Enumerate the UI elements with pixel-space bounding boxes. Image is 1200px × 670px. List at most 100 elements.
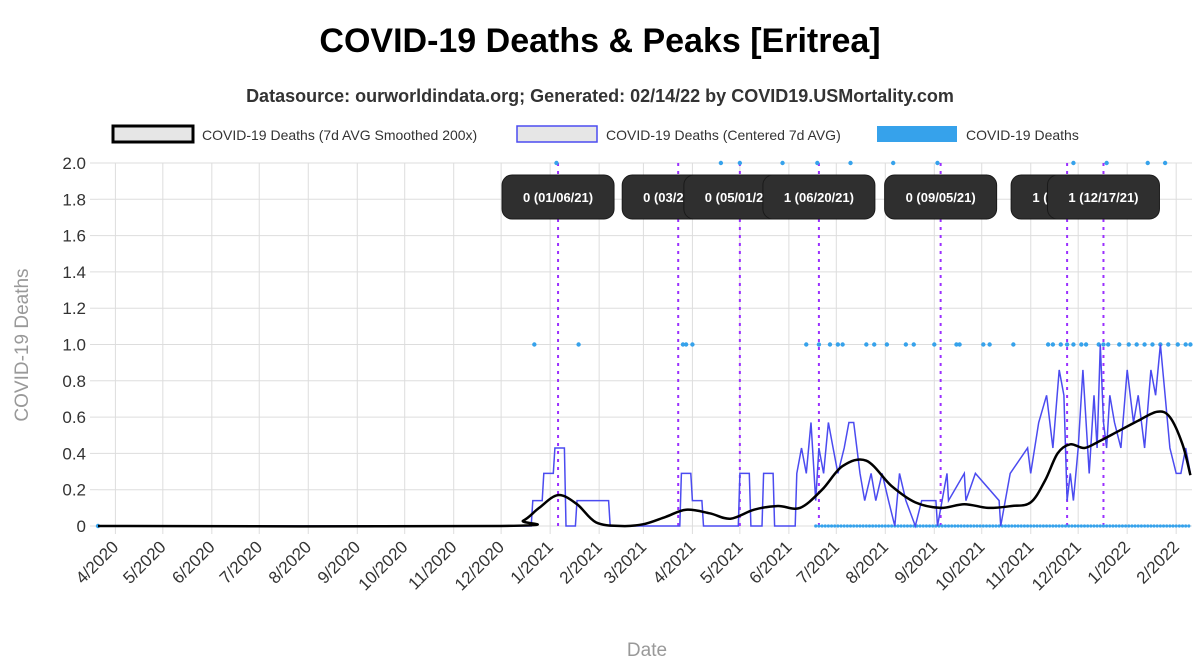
peak-label-text: 0 (09/05/21) — [906, 190, 976, 205]
peak-label-text: 1 (06/20/21) — [784, 190, 854, 205]
deaths-point — [1022, 524, 1027, 528]
deaths-point — [1025, 524, 1030, 528]
deaths-point — [1120, 524, 1125, 528]
legend: COVID-19 Deaths (7d AVG Smoothed 200x) CO… — [111, 124, 1079, 144]
deaths-point — [1124, 524, 1128, 528]
x-tick-label: 6/2021 — [745, 537, 795, 587]
deaths-point — [845, 524, 849, 528]
deaths-point — [1058, 342, 1063, 347]
x-tick-label: 12/2020 — [451, 537, 508, 594]
x-tick-label: 1/2021 — [507, 537, 557, 587]
deaths-point — [861, 524, 865, 528]
y-tick-label: 0.4 — [62, 444, 86, 463]
y-tick-label: 0.2 — [62, 481, 86, 500]
y-tick-label: 0.6 — [62, 408, 86, 427]
deaths-point — [1152, 524, 1156, 528]
deaths-point — [877, 524, 881, 528]
deaths-point — [972, 524, 976, 528]
peak-label-box — [762, 174, 876, 220]
y-tick-label: 1.2 — [62, 299, 86, 318]
deaths-point — [1011, 342, 1016, 347]
deaths-point — [1150, 342, 1155, 347]
deaths-point — [874, 524, 878, 528]
deaths-point — [1045, 342, 1051, 347]
deaths-point — [1111, 524, 1115, 528]
deaths-point — [959, 524, 963, 528]
y-tick-label: 0 — [77, 517, 86, 536]
deaths-point — [932, 342, 937, 347]
legend-label: COVID-19 Deaths (7d AVG Smoothed 200x) — [202, 127, 477, 143]
deaths-point — [931, 524, 935, 528]
deaths-point — [1019, 524, 1023, 528]
deaths-point — [1180, 524, 1185, 528]
deaths-point — [1082, 524, 1087, 528]
deaths-point — [1134, 342, 1139, 347]
x-tick-label: 11/2021 — [982, 537, 1038, 593]
deaths-point — [867, 524, 872, 528]
deaths-point — [981, 524, 985, 528]
x-tick-label: 1/2022 — [1084, 537, 1134, 587]
deaths-point — [1050, 342, 1056, 347]
y-tick-label: 1.0 — [62, 336, 86, 355]
deaths-point — [1108, 524, 1112, 528]
deaths-point — [826, 524, 830, 528]
deaths-point — [918, 524, 922, 528]
deaths-point — [1183, 342, 1188, 347]
deaths-point — [956, 524, 960, 528]
deaths-point — [816, 342, 822, 347]
deaths-point — [890, 524, 894, 528]
centered-7d-avg-line — [98, 344, 1192, 529]
x-tick-label: 7/2020 — [216, 537, 266, 587]
deaths-point — [1038, 524, 1042, 528]
deaths-point — [1188, 342, 1193, 347]
deaths-point — [737, 160, 743, 166]
deaths-point — [1098, 524, 1102, 528]
deaths-point — [911, 342, 916, 347]
deaths-point — [1162, 160, 1168, 166]
deaths-point — [1165, 524, 1169, 528]
deaths-point — [927, 524, 932, 528]
deaths-point — [884, 342, 890, 347]
deaths-point — [1101, 342, 1106, 347]
deaths-point — [823, 524, 827, 528]
deaths-point — [943, 524, 947, 528]
deaths-point — [1133, 524, 1137, 528]
deaths-point — [827, 342, 833, 347]
deaths-point — [1071, 160, 1076, 166]
legend-swatch-deaths — [877, 126, 957, 142]
peak-label: 1 (12/17/21) — [1046, 174, 1160, 220]
deaths-point — [1117, 342, 1122, 347]
x-tick-label: 2/2021 — [556, 537, 606, 587]
deaths-point — [1041, 524, 1045, 528]
deaths-point — [1089, 524, 1093, 528]
legend-swatch-centered — [516, 125, 598, 143]
deaths-point — [829, 524, 834, 528]
deaths-point — [1054, 524, 1058, 528]
deaths-point — [1171, 524, 1175, 528]
y-tick-label: 2.0 — [62, 154, 86, 173]
deaths-point — [891, 160, 896, 166]
deaths-point — [1095, 524, 1099, 528]
deaths-point — [1158, 524, 1162, 528]
peak-label: 0 (01/06/21) — [501, 174, 615, 220]
deaths-point — [975, 524, 979, 528]
deaths-point — [987, 342, 992, 347]
peak-label: 1 (06/20/21) — [762, 174, 876, 220]
y-tick-label: 1.8 — [62, 190, 86, 209]
deaths-point — [908, 524, 913, 528]
x-axis-ticks: 4/20205/20206/20207/20208/20209/202010/2… — [72, 537, 1183, 594]
deaths-point — [1149, 524, 1153, 528]
deaths-point — [864, 342, 869, 347]
deaths-point — [946, 524, 951, 528]
chart-title: COVID-19 Deaths & Peaks [Eritrea] — [319, 22, 881, 60]
peak-label-box — [884, 174, 998, 220]
deaths-point — [954, 342, 959, 347]
x-tick-label: 8/2020 — [265, 537, 315, 587]
smoothed-7d-avg-line — [97, 410, 1192, 528]
x-tick-label: 8/2021 — [842, 537, 892, 587]
x-tick-label: 5/2021 — [696, 537, 746, 587]
deaths-point — [1187, 524, 1191, 528]
x-tick-label: 2/2022 — [1133, 537, 1183, 587]
deaths-point — [814, 524, 818, 528]
